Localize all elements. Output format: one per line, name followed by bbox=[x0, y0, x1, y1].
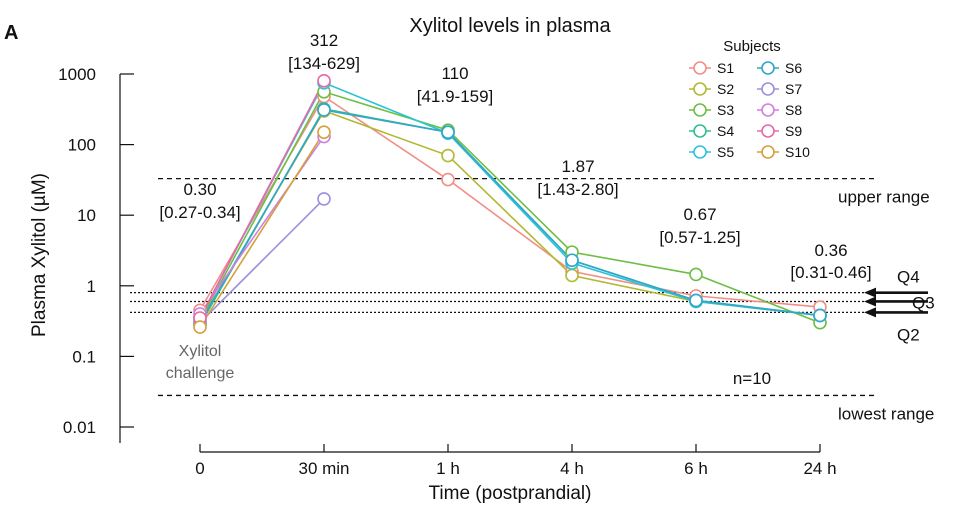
quartile-label: Q4 bbox=[897, 268, 920, 287]
data-point-s6 bbox=[813, 308, 827, 323]
legend-label: S6 bbox=[785, 60, 802, 76]
range-label: [0.57-1.25] bbox=[659, 228, 740, 247]
legend-swatch-marker bbox=[693, 82, 707, 96]
legend-label: S8 bbox=[785, 102, 802, 118]
challenge-label-line1: Xylitol bbox=[179, 343, 222, 360]
legend-swatch-marker bbox=[761, 124, 775, 138]
data-point-s10 bbox=[193, 320, 207, 334]
median-label: 0.36 bbox=[814, 241, 847, 260]
median-annotations: 0.30 [0.27-0.34] 312 [134-629] 110 [41.9-159]… bbox=[159, 31, 871, 282]
y-tick-label: 1000 bbox=[58, 65, 96, 84]
legend-label: S1 bbox=[717, 60, 734, 76]
data-point-s10 bbox=[317, 125, 331, 139]
range-label: [41.9-159] bbox=[417, 87, 494, 106]
legend-swatch-marker bbox=[761, 82, 775, 96]
reference-line-label: upper range bbox=[838, 188, 930, 207]
legend-swatch-marker bbox=[761, 103, 775, 117]
legend-swatch-marker bbox=[693, 103, 707, 117]
legend-label: S4 bbox=[717, 123, 734, 139]
series-line-s9 bbox=[199, 80, 325, 319]
data-point-s9 bbox=[317, 74, 331, 88]
x-tick-label: 1 h bbox=[436, 459, 460, 478]
x-tick-label: 0 bbox=[195, 459, 204, 478]
x-tick-label: 4 h bbox=[560, 459, 584, 478]
median-label: 312 bbox=[310, 31, 338, 50]
series-points bbox=[193, 74, 827, 334]
legend-swatch-marker bbox=[761, 145, 775, 159]
series-line-s6 bbox=[199, 109, 821, 324]
x-tick-label: 6 h bbox=[684, 459, 708, 478]
quartile-label: Q2 bbox=[897, 325, 920, 344]
x-axis-label: Time (postprandial) bbox=[429, 483, 592, 504]
series-line-s5 bbox=[199, 81, 821, 319]
y-tick-label: 0.01 bbox=[63, 418, 96, 437]
median-label: 0.30 bbox=[183, 180, 216, 199]
legend-label: S9 bbox=[785, 123, 802, 139]
median-label: 0.67 bbox=[683, 205, 716, 224]
legend-swatch-marker bbox=[693, 61, 707, 75]
data-point-s7 bbox=[317, 192, 331, 206]
challenge-label-line2: challenge bbox=[166, 365, 235, 382]
reference-lines: upper range lowest range Q4 Q3 Q2 bbox=[130, 177, 935, 423]
range-label: [134-629] bbox=[288, 54, 360, 73]
legend-label: S7 bbox=[785, 81, 802, 97]
legend-label: S5 bbox=[717, 144, 734, 160]
legend-swatch-marker bbox=[693, 124, 707, 138]
reference-line-label: lowest range bbox=[838, 404, 934, 423]
data-point-s6 bbox=[441, 125, 455, 139]
y-axis-label: Plasma Xylitol (µM) bbox=[29, 173, 50, 337]
y-tick-label: 0.1 bbox=[72, 347, 96, 366]
data-point-s2 bbox=[565, 268, 579, 283]
data-point-s2 bbox=[441, 148, 455, 163]
range-label: [1.43-2.80] bbox=[537, 180, 618, 199]
quartile-arrow-head bbox=[864, 307, 876, 318]
series-line-s10 bbox=[199, 131, 325, 328]
data-point-s6 bbox=[689, 293, 703, 308]
legend: Subjects S1 S2 S3 S4 S5 S6 S7 S8 S9 S10 bbox=[689, 38, 810, 160]
data-point-s6 bbox=[565, 253, 579, 268]
quartile-arrow-head bbox=[864, 296, 876, 307]
legend-swatch-marker bbox=[693, 145, 707, 159]
range-label: [0.27-0.34] bbox=[159, 203, 240, 222]
series-line-s7 bbox=[199, 198, 325, 324]
median-label: 110 bbox=[441, 64, 468, 83]
panel-letter: A bbox=[4, 22, 18, 44]
data-point-s1 bbox=[441, 172, 455, 187]
x-tick-label: 24 h bbox=[803, 459, 836, 478]
series-lines bbox=[199, 80, 821, 328]
legend-title: Subjects bbox=[723, 38, 781, 55]
n-label: n=10 bbox=[733, 369, 771, 388]
x-tick-label: 30 min bbox=[298, 459, 349, 478]
quartile-arrow-head bbox=[864, 287, 876, 298]
quartile-label: Q3 bbox=[912, 293, 935, 312]
data-point-s3 bbox=[689, 267, 703, 282]
series-line-s8 bbox=[199, 136, 325, 315]
chart-title: Xylitol levels in plasma bbox=[409, 15, 611, 37]
legend-label: S10 bbox=[785, 144, 810, 160]
median-label: 1.87 bbox=[561, 157, 594, 176]
series-line-s3 bbox=[199, 90, 821, 324]
y-tick-label: 1 bbox=[87, 277, 96, 296]
legend-swatch-marker bbox=[761, 61, 775, 75]
series-line-s1 bbox=[199, 95, 821, 311]
legend-label: S2 bbox=[717, 81, 734, 97]
legend-label: S3 bbox=[717, 102, 734, 118]
y-tick-label: 100 bbox=[68, 136, 96, 155]
range-label: [0.31-0.46] bbox=[790, 263, 871, 282]
data-point-s6 bbox=[317, 103, 331, 117]
y-tick-label: 10 bbox=[77, 206, 96, 225]
